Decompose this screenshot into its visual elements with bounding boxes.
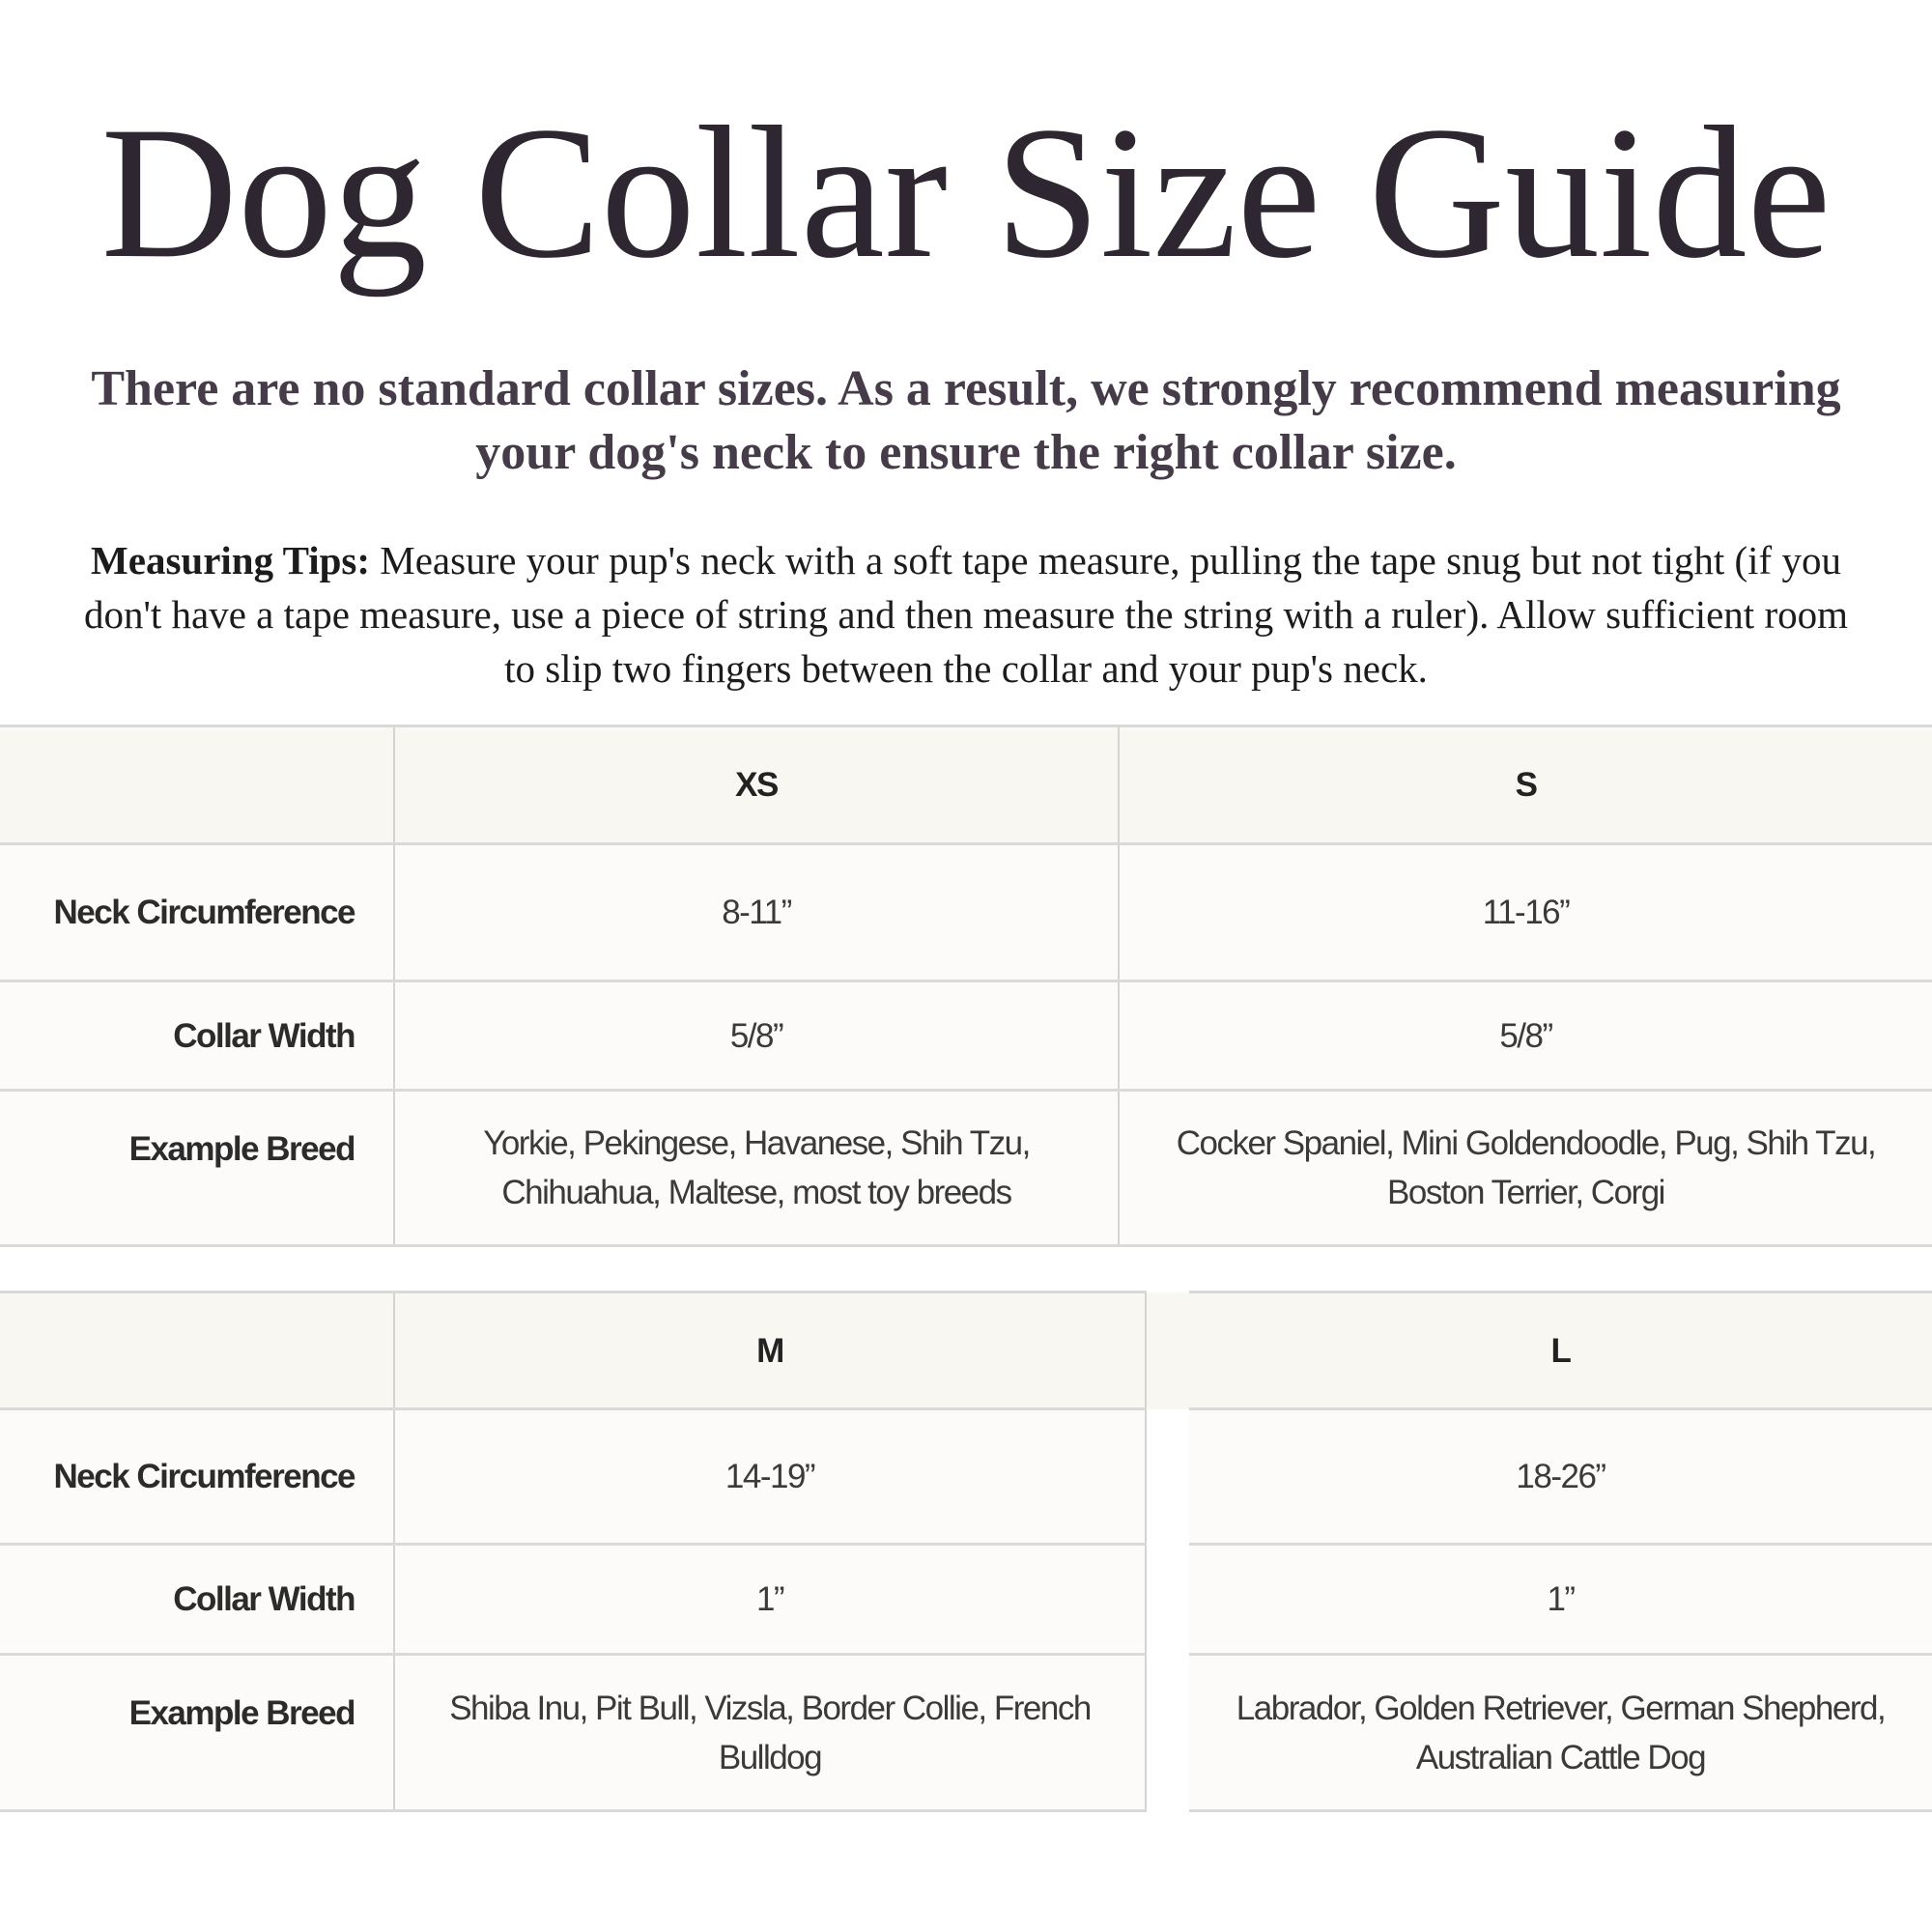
cell: 14-19” [394,1407,1147,1546]
size-header: XS [394,724,1120,845]
cell: Cocker Spaniel, Mini Goldendoodle, Pug, … [1119,1089,1932,1247]
cell: 18-26” [1189,1407,1932,1546]
table-header-row: M L [0,1291,1932,1410]
table-header-row: XS S [0,724,1932,845]
row-label: Example Breed [0,1653,395,1812]
cell: 11-16” [1119,842,1932,982]
size-table-m-l: M L Neck Circumference 14-19” 18-26” Col… [0,1291,1932,1812]
cell: 8-11” [394,842,1120,982]
cell: Labrador, Golden Retriever, German Sheph… [1189,1653,1932,1812]
cell: 5/8” [1119,980,1932,1092]
cell: Yorkie, Pekingese, Havanese, Shih Tzu, C… [394,1089,1120,1247]
measuring-tips: Measuring Tips: Measure your pup's neck … [68,533,1864,696]
subtitle: There are no standard collar sizes. As a… [91,361,1841,480]
size-table-xs-s: XS S Neck Circumference 8-11” 11-16” Col… [0,724,1932,1247]
row-label: Neck Circumference [0,842,395,982]
size-header: M [394,1291,1147,1410]
cell: 5/8” [394,980,1120,1092]
cell: 1” [394,1543,1147,1656]
table-row: Neck Circumference 14-19” 18-26” [0,1407,1932,1546]
size-header: S [1119,724,1932,845]
table-row: Collar Width 1” 1” [0,1543,1932,1656]
table-row: Collar Width 5/8” 5/8” [0,980,1932,1092]
size-header: L [1189,1291,1932,1410]
table-row: Example Breed Yorkie, Pekingese, Havanes… [0,1089,1932,1247]
tips-label: Measuring Tips: [91,538,371,582]
row-label: Collar Width [0,980,395,1092]
table-row: Example Breed Shiba Inu, Pit Bull, Vizsl… [0,1653,1932,1812]
page: Dog Collar Size Guide There are no stand… [0,88,1932,1812]
row-label: Neck Circumference [0,1407,395,1546]
cell: 1” [1189,1543,1932,1656]
cell: Shiba Inu, Pit Bull, Vizsla, Border Coll… [394,1653,1147,1812]
table-row: Neck Circumference 8-11” 11-16” [0,842,1932,982]
tips-text: Measure your pup's neck with a soft tape… [83,538,1848,691]
row-label: Example Breed [0,1089,395,1247]
row-label: Collar Width [0,1543,395,1656]
page-title: Dog Collar Size Guide [100,88,1832,298]
